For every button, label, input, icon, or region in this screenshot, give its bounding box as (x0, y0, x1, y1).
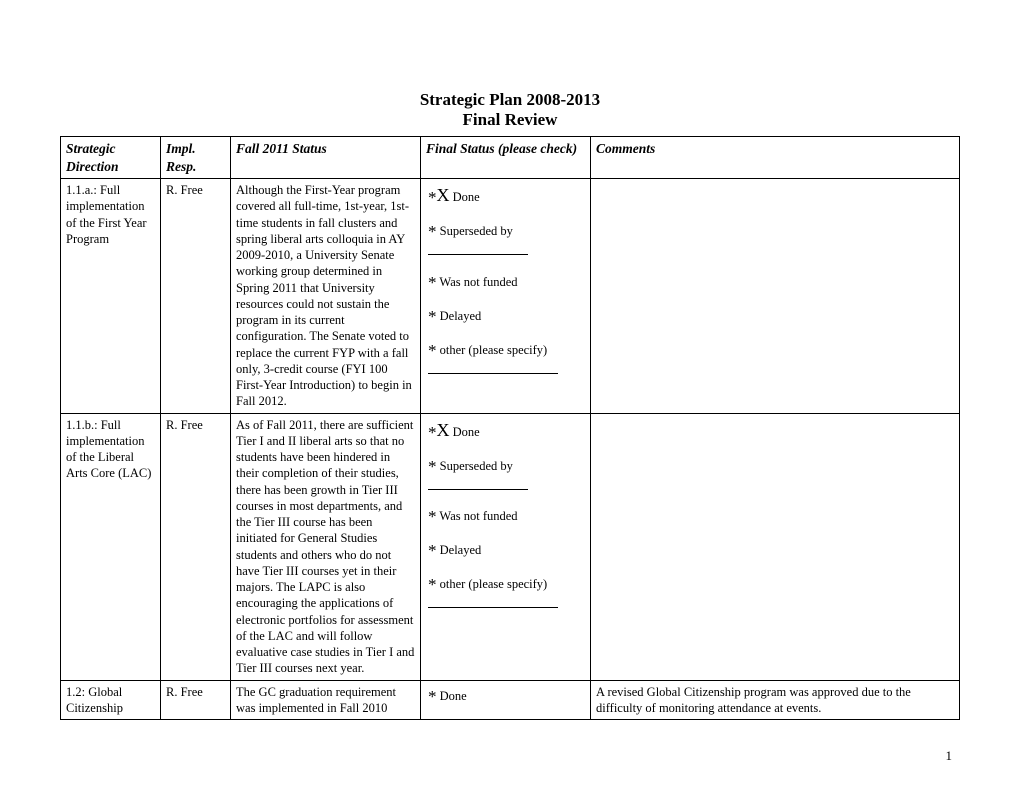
header-fall-2011-status: Fall 2011 Status (231, 137, 421, 179)
cell-strategic-direction: 1.2: Global Citizenship (61, 680, 161, 720)
document-title: Strategic Plan 2008-2013 Final Review (60, 90, 960, 130)
header-final-status: Final Status (please check) (421, 137, 591, 179)
header-impl-resp: Impl. Resp. (161, 137, 231, 179)
cell-fall-2011-status: As of Fall 2011, there are sufficient Ti… (231, 413, 421, 680)
table-header-row: Strategic Direction Impl. Resp. Fall 201… (61, 137, 960, 179)
status-superseded: * Superseded by (428, 221, 583, 259)
title-line-2: Final Review (60, 110, 960, 130)
status-not-funded: * Was not funded (428, 506, 583, 528)
status-done: * Done (428, 686, 583, 708)
status-not-funded: * Was not funded (428, 272, 583, 294)
cell-final-status: *X Done * Superseded by * Was not funded * … (421, 413, 591, 680)
cell-comments: A revised Global Citizenship program was… (591, 680, 960, 720)
cell-final-status: *X Done * Superseded by * Was not funded * … (421, 179, 591, 414)
cell-impl-resp: R. Free (161, 179, 231, 414)
cell-strategic-direction: 1.1.a.: Full implementation of the First… (61, 179, 161, 414)
status-superseded: * Superseded by (428, 456, 583, 494)
cell-final-status: * Done (421, 680, 591, 720)
cell-comments (591, 179, 960, 414)
status-done: *X Done (428, 184, 583, 209)
status-other: * other (please specify) (428, 574, 583, 612)
strategic-plan-table: Strategic Direction Impl. Resp. Fall 201… (60, 136, 960, 720)
page-number: 1 (946, 748, 953, 764)
status-delayed: * Delayed (428, 540, 583, 562)
table-row: 1.2: Global CitizenshipR. FreeThe GC gra… (61, 680, 960, 720)
cell-fall-2011-status: Although the First-Year program covered … (231, 179, 421, 414)
header-comments: Comments (591, 137, 960, 179)
status-other: * other (please specify) (428, 340, 583, 378)
status-done: *X Done (428, 419, 583, 444)
table-row: 1.1.a.: Full implementation of the First… (61, 179, 960, 414)
cell-impl-resp: R. Free (161, 413, 231, 680)
cell-fall-2011-status: The GC graduation requirement was implem… (231, 680, 421, 720)
cell-strategic-direction: 1.1.b.: Full implementation of the Liber… (61, 413, 161, 680)
status-delayed: * Delayed (428, 306, 583, 328)
header-strategic-direction: Strategic Direction (61, 137, 161, 179)
title-line-1: Strategic Plan 2008-2013 (60, 90, 960, 110)
cell-comments (591, 413, 960, 680)
cell-impl-resp: R. Free (161, 680, 231, 720)
table-row: 1.1.b.: Full implementation of the Liber… (61, 413, 960, 680)
